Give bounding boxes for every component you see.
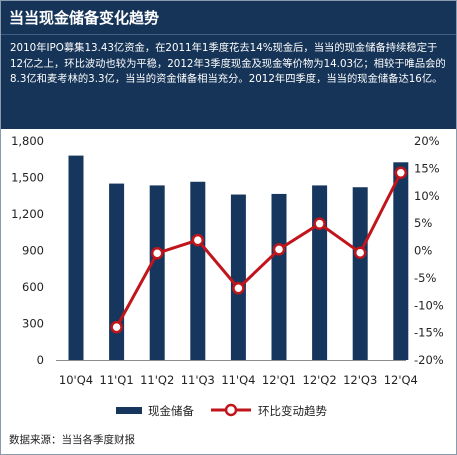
legend-label-line: 环比变动趋势 <box>258 404 327 418</box>
right-tick-label: 0% <box>414 244 432 258</box>
right-tick-label: 5% <box>414 216 432 230</box>
right-tick-label: 20% <box>414 134 440 148</box>
bar-11'Q2 <box>149 185 165 360</box>
legend-swatch-bar <box>116 407 142 414</box>
bar-12'Q4 <box>393 162 409 360</box>
trend-point-11'Q1 <box>110 320 123 334</box>
bar-11'Q1 <box>109 183 125 360</box>
bar-12'Q1 <box>271 193 287 360</box>
trend-point-11'Q2 <box>150 246 164 260</box>
left-tick-label: 1,500 <box>11 171 44 185</box>
right-tick-label: 15% <box>414 161 440 175</box>
x-tick-label: 12'Q3 <box>343 373 377 387</box>
bar-series <box>68 155 409 360</box>
legend-swatch-marker <box>224 403 238 417</box>
right-tick-label: -10% <box>414 298 444 312</box>
trend-point-11'Q3 <box>191 233 205 247</box>
x-tick-label: 12'Q1 <box>262 373 296 387</box>
x-axis: 10'Q4 11'Q1 11'Q2 11'Q3 11'Q4 12'Q1 12'Q2 12'Q3… <box>56 360 418 387</box>
left-tick-label: 900 <box>22 244 44 258</box>
right-tick-label: -20% <box>414 353 444 367</box>
left-axis: 0 300 600 900 1,200 1,500 1,800 <box>11 134 44 367</box>
right-tick-label: 10% <box>414 189 440 203</box>
x-tick-label: 12'Q2 <box>303 373 337 387</box>
x-tick-label: 11'Q2 <box>140 373 174 387</box>
trend-point-12'Q2 <box>313 217 326 230</box>
trend-point-12'Q1 <box>272 243 286 256</box>
combo-chart: 0 300 600 900 1,200 1,500 1,800 -20% -15% -10% -5… <box>11 134 444 418</box>
left-tick-label: 300 <box>22 317 44 331</box>
legend: 现金储备 环比变动趋势 <box>116 403 327 418</box>
bar-11'Q4 <box>230 194 246 360</box>
legend-label-bar: 现金储备 <box>148 404 194 418</box>
line-series <box>110 166 408 334</box>
trend-line <box>115 172 403 328</box>
source-note: 数据来源：当当各季度财报 <box>9 434 135 446</box>
trend-point-11'Q4 <box>232 282 245 295</box>
bar-11'Q3 <box>190 181 206 360</box>
x-tick-label: 11'Q3 <box>181 373 215 387</box>
trend-point-12'Q4 <box>394 166 408 180</box>
header-panel: 当当现金储备变化趋势 2010年IPO募集13.43亿资金，在2011年1季度花… <box>1 1 456 129</box>
x-tick-label: 12'Q4 <box>384 373 418 387</box>
left-tick-label: 1,800 <box>11 134 44 148</box>
left-tick-label: 600 <box>22 280 44 294</box>
chart-title: 当当现金储备变化趋势 <box>9 9 160 27</box>
bar-12'Q3 <box>352 187 368 360</box>
header-divider <box>1 34 456 35</box>
right-tick-label: -15% <box>414 326 444 340</box>
bar-10'Q4 <box>68 155 84 360</box>
left-tick-label: 1,200 <box>11 207 44 221</box>
x-tick-label: 10'Q4 <box>59 373 93 387</box>
x-tick-label: 11'Q4 <box>221 373 255 387</box>
left-tick-label: 0 <box>37 353 44 367</box>
right-tick-label: -5% <box>414 271 436 285</box>
right-axis: -20% -15% -10% -5% 0% 5% 10% 15% 20% <box>414 134 444 367</box>
chart-description: 2010年IPO募集13.43亿资金，在2011年1季度花去14%现金后，当当的… <box>10 42 446 86</box>
x-tick-label: 11'Q1 <box>100 373 134 387</box>
trend-point-12'Q3 <box>353 246 367 259</box>
bar-12'Q2 <box>312 185 328 360</box>
